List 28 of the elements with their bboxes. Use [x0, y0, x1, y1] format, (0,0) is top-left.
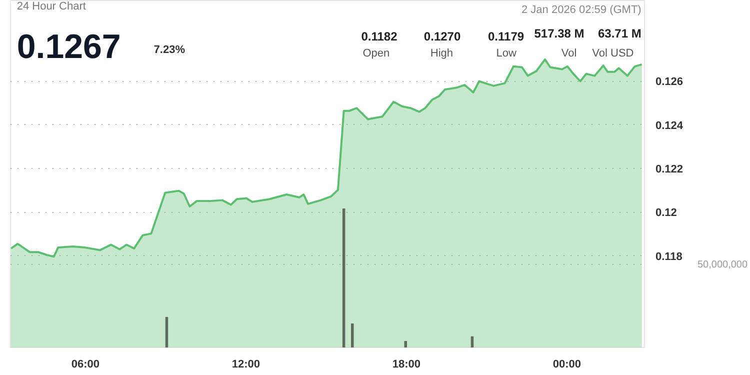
annotation: High	[430, 47, 454, 60]
x-tick-label: 00:00	[552, 358, 581, 370]
y-tick-label: 0.126	[656, 76, 684, 88]
bar	[165, 316, 168, 348]
annotation: 0.1179	[488, 29, 524, 44]
annotation: 63.71 M	[598, 26, 642, 40]
chart-subtitle: 24 Hour Chart	[16, 0, 86, 13]
annotation: Open	[362, 47, 390, 60]
annotation: 0.1182	[361, 29, 398, 44]
annotation: 2 Jan 2026 02:59 (GMT)	[521, 4, 642, 16]
annotation: Vol USD	[592, 47, 634, 60]
bar	[351, 323, 354, 348]
y-tick-label: 0.12	[656, 207, 677, 220]
bar	[404, 340, 407, 348]
annotation: Vol	[561, 47, 577, 60]
x-tick-label: 12:00	[232, 358, 260, 370]
annotation: 517.38 M	[534, 26, 584, 40]
annotation: 0.1270	[424, 29, 461, 44]
x-tick-label: 06:00	[71, 358, 100, 370]
y2-tick-label: 50,000,000	[698, 260, 748, 271]
y-tick-label: 0.124	[656, 120, 684, 132]
annotation: Low	[496, 47, 516, 60]
y-tick-label: 0.122	[656, 164, 684, 176]
y-tick-label: 0.118	[656, 250, 682, 263]
text: 0.1267	[16, 28, 121, 66]
bar	[342, 208, 346, 348]
x-tick-label: 18:00	[392, 358, 420, 370]
annotation: 7.23%	[154, 44, 186, 56]
